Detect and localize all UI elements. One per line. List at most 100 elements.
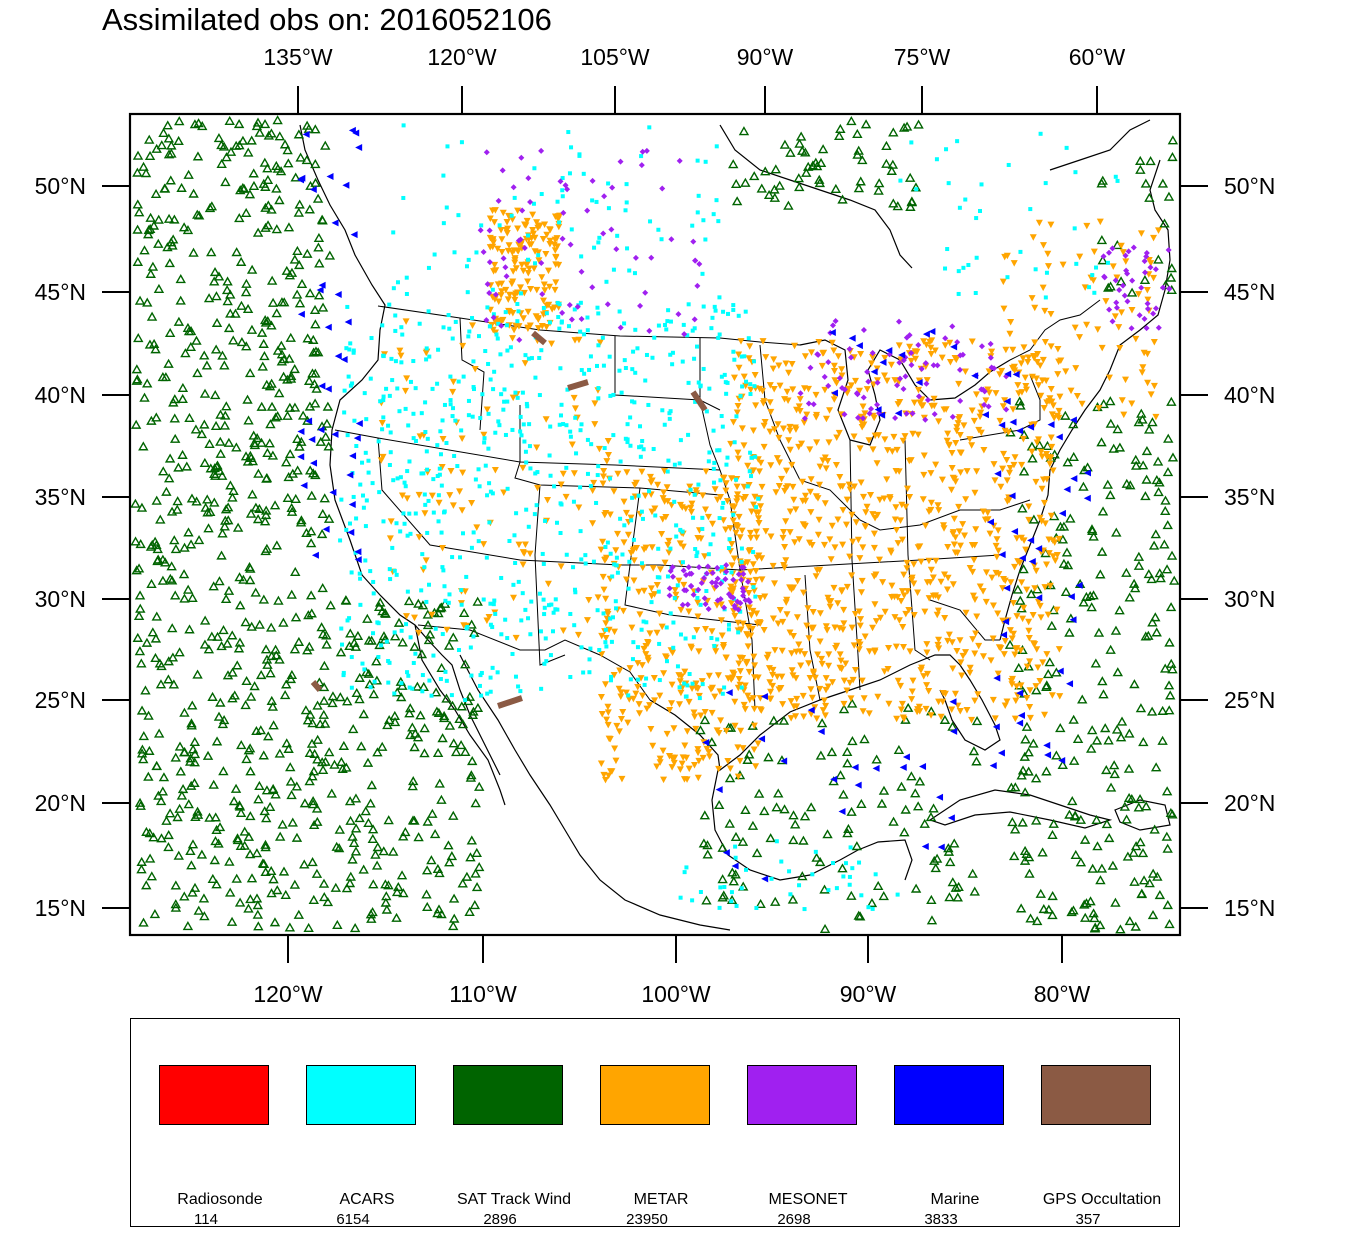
metar-marker	[894, 677, 902, 685]
metar-marker	[727, 440, 735, 448]
acars-marker	[717, 448, 722, 453]
sat-track-wind-marker	[320, 140, 331, 150]
metar-marker	[660, 776, 668, 784]
sat-track-wind-marker	[130, 419, 142, 429]
sat-track-wind-marker	[307, 799, 319, 809]
metar-marker	[820, 541, 828, 549]
metar-marker	[649, 565, 657, 572]
acars-marker	[1090, 273, 1095, 278]
mesonet-marker	[500, 255, 507, 262]
sat-track-wind-marker	[158, 466, 169, 476]
metar-marker	[529, 226, 537, 234]
sat-track-wind-marker	[843, 823, 854, 833]
mesonet-marker	[810, 401, 817, 408]
metar-marker	[753, 554, 761, 562]
sat-track-wind-marker	[753, 788, 765, 798]
acars-marker	[358, 602, 363, 607]
metar-marker	[894, 540, 902, 547]
sat-track-wind-marker	[151, 760, 162, 771]
acars-marker	[381, 398, 386, 403]
metar-marker	[428, 611, 436, 619]
legend-label: Radiosonde	[177, 1191, 263, 1208]
marine-marker	[348, 126, 356, 134]
mesonet-marker	[1143, 325, 1150, 332]
metar-marker	[533, 444, 541, 451]
sat-track-wind-marker	[169, 433, 181, 443]
sat-track-wind-marker	[871, 754, 882, 764]
mesonet-marker	[987, 340, 994, 347]
sat-track-wind-marker	[229, 690, 240, 700]
sat-track-wind-marker	[132, 199, 143, 209]
mesonet-marker	[683, 571, 690, 578]
sat-track-wind-marker	[157, 575, 169, 585]
mesonet-marker	[1109, 245, 1116, 252]
sat-track-wind-marker	[245, 766, 256, 776]
sat-track-wind-marker	[1128, 847, 1139, 857]
metar-marker	[695, 757, 703, 765]
acars-marker	[712, 304, 717, 309]
sat-track-wind-marker	[788, 835, 799, 845]
acars-marker	[745, 484, 750, 489]
metar-marker	[1007, 579, 1015, 586]
metar-marker	[846, 486, 854, 494]
acars-marker	[411, 359, 416, 364]
acars-marker	[485, 305, 490, 310]
acars-marker	[726, 311, 731, 316]
sat-track-wind-marker	[199, 419, 210, 429]
sat-track-wind-marker	[241, 754, 252, 764]
metar-marker	[630, 557, 638, 564]
sat-track-wind-marker	[366, 780, 378, 790]
mesonet-marker	[646, 327, 653, 334]
sat-track-wind-marker	[768, 715, 780, 725]
metar-marker	[510, 594, 518, 602]
marine-marker	[310, 459, 318, 467]
sat-track-wind-marker	[1162, 520, 1173, 530]
metar-marker	[701, 709, 709, 716]
metar-marker	[926, 579, 934, 586]
acars-marker	[364, 417, 369, 422]
marine-marker	[817, 727, 825, 735]
mesonet-marker	[918, 365, 925, 372]
metar-marker	[767, 533, 775, 541]
sat-track-wind-marker	[291, 832, 303, 842]
acars-marker	[701, 304, 706, 309]
acars-marker	[441, 173, 446, 178]
metar-marker	[1006, 465, 1014, 472]
metar-marker	[672, 591, 680, 599]
sat-track-wind-marker	[184, 412, 195, 422]
sat-track-wind-marker	[1166, 263, 1177, 273]
sat-track-wind-marker	[1101, 818, 1113, 829]
sat-track-wind-marker	[143, 224, 154, 235]
acars-marker	[536, 253, 541, 258]
sat-track-wind-marker	[851, 841, 863, 851]
metar-marker	[1040, 499, 1048, 507]
metar-marker	[1145, 257, 1153, 264]
sat-track-wind-marker	[1016, 770, 1027, 780]
metar-marker	[660, 670, 668, 677]
metar-marker	[1039, 242, 1047, 249]
acars-marker	[528, 632, 533, 637]
metar-marker	[838, 366, 846, 373]
sat-track-wind-marker	[225, 308, 236, 318]
mesonet-marker	[922, 360, 929, 367]
marine-marker	[994, 470, 1002, 478]
metar-marker	[649, 742, 657, 750]
metar-marker	[515, 241, 523, 249]
basemap	[299, 119, 1171, 931]
sat-track-wind-marker	[291, 289, 303, 299]
mesonet-marker	[924, 397, 931, 404]
metar-marker	[697, 535, 705, 542]
sat-track-wind-marker	[133, 610, 145, 620]
metar-marker	[925, 688, 933, 695]
acars-marker	[704, 589, 709, 594]
sat-track-wind-marker	[132, 256, 144, 266]
acars-marker	[490, 665, 495, 670]
sat-track-wind-marker	[466, 770, 477, 780]
legend-label: Marine	[930, 1191, 980, 1208]
acars-marker	[348, 383, 353, 388]
mesonet-marker	[637, 302, 644, 309]
marine-marker	[1043, 741, 1051, 749]
acars-marker	[1043, 295, 1048, 300]
acars-marker	[559, 320, 564, 325]
metar-marker	[927, 344, 935, 352]
